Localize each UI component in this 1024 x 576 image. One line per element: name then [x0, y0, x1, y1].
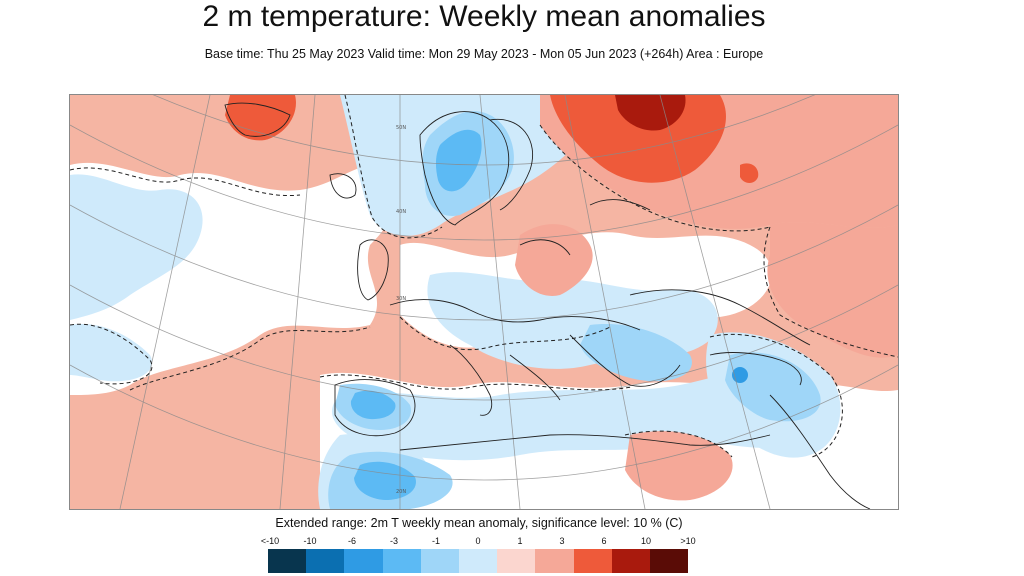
graticule-label-50n: 50N — [396, 125, 406, 131]
legend-label: -3 — [389, 536, 399, 546]
significance-contours — [70, 95, 898, 458]
strong-warm-north-africa — [625, 431, 733, 501]
legend-title: Extended range: 2m T weekly mean anomaly… — [275, 516, 683, 530]
cold-zone-balkans — [580, 324, 692, 382]
legend-label: -6 — [347, 536, 357, 546]
legend-label: <-10 — [260, 536, 280, 546]
cold-zone-atlantic-west — [70, 324, 152, 382]
very-strong-warm-russia — [615, 95, 686, 131]
legend-swatch-10 — [649, 549, 689, 573]
strong-cold-spain — [350, 390, 396, 420]
legend-swatch-5 — [458, 549, 498, 573]
graticule-label-40n: 40N — [396, 209, 406, 215]
strong-cold-turkey-spot — [732, 367, 748, 383]
chart-subtitle: Base time: Thu 25 May 2023 Valid time: M… — [204, 47, 764, 61]
legend-label: 10 — [640, 536, 652, 546]
strong-warm-spot-east — [740, 163, 759, 183]
legend-swatch-7 — [535, 549, 574, 573]
legend-label: -1 — [431, 536, 441, 546]
legend-label: >10 — [680, 536, 696, 546]
cold-zone-greenland-sea — [70, 174, 203, 320]
chart-title: 2 m temperature: Weekly mean anomalies — [202, 0, 766, 33]
strong-warm-greenland — [225, 95, 296, 141]
warm-zone-ukraine — [515, 224, 593, 296]
map-svg: 50N 40N 30N 20N — [70, 95, 898, 509]
graticule-label-30n: 30N — [396, 296, 406, 302]
legend-label: -10 — [303, 536, 317, 546]
legend-label: 3 — [559, 536, 565, 546]
legend-swatch-6 — [497, 549, 536, 573]
warm-zone-central-asia — [767, 222, 898, 358]
coastlines — [224, 102, 871, 509]
legend-swatch-2 — [344, 549, 383, 573]
graticule — [70, 95, 898, 509]
legend-label: 6 — [601, 536, 607, 546]
legend-swatch-1 — [306, 549, 345, 573]
anomaly-map: 50N 40N 30N 20N — [69, 94, 899, 510]
cold-zone-mediterranean — [331, 366, 828, 461]
legend-swatch-0 — [268, 549, 307, 573]
legend-swatch-4 — [420, 549, 459, 573]
legend-label: 0 — [475, 536, 481, 546]
strong-cold-norway — [435, 129, 482, 192]
legend-swatch-8 — [573, 549, 612, 573]
strong-warm-russia — [550, 95, 726, 183]
legend-swatch-9 — [611, 549, 650, 573]
legend-swatch-3 — [382, 549, 421, 573]
legend-labels: <-10 -10 -6 -3 -1 0 1 3 6 10 >10 — [252, 536, 712, 548]
graticule-label-20n: 20N — [396, 489, 406, 495]
legend-label: 1 — [517, 536, 523, 546]
legend-color-bar — [268, 549, 689, 573]
